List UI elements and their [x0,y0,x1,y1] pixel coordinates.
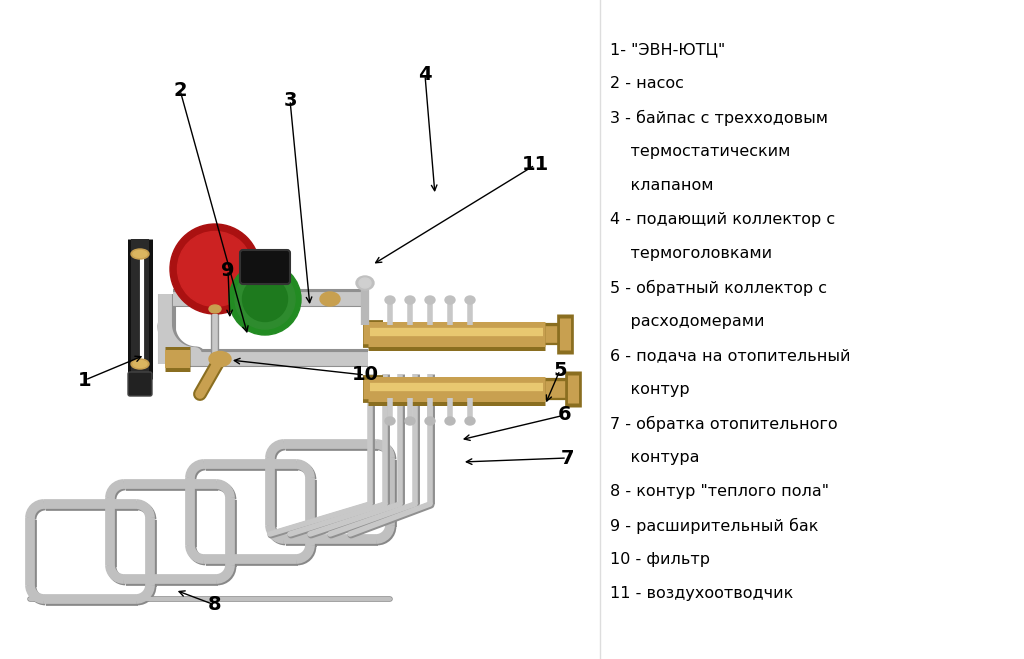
FancyBboxPatch shape [128,372,152,396]
Text: 8: 8 [208,596,222,614]
Ellipse shape [359,278,371,288]
Text: термостатическим: термостатическим [610,144,791,159]
Text: 6: 6 [558,405,571,424]
Ellipse shape [425,296,435,304]
Ellipse shape [406,417,415,425]
Text: клапаном: клапаном [610,178,714,193]
Text: 11 - воздухоотводчик: 11 - воздухоотводчик [610,586,794,601]
Text: 7: 7 [560,449,573,467]
Ellipse shape [465,417,475,425]
Text: контура: контура [610,450,699,465]
Ellipse shape [465,296,475,304]
Text: 2 - насос: 2 - насос [610,76,684,91]
Ellipse shape [243,277,288,322]
Text: 5 - обратный коллектор с: 5 - обратный коллектор с [610,280,827,296]
Ellipse shape [131,249,150,259]
Text: термоголовками: термоголовками [610,246,772,261]
Ellipse shape [445,296,455,304]
Text: 9: 9 [221,260,234,279]
Text: 9 - расширительный бак: 9 - расширительный бак [610,518,818,534]
Ellipse shape [445,417,455,425]
Text: 10: 10 [351,366,379,384]
Text: 1- "ЭВН-ЮТЦ": 1- "ЭВН-ЮТЦ" [610,42,725,57]
Ellipse shape [425,417,435,425]
Text: 4: 4 [418,65,432,84]
Ellipse shape [356,276,374,290]
Text: контур: контур [610,382,689,397]
Ellipse shape [133,360,147,368]
Text: 1: 1 [78,370,92,389]
Text: 4 - подающий коллектор с: 4 - подающий коллектор с [610,212,836,227]
FancyBboxPatch shape [240,250,290,284]
Ellipse shape [319,292,340,306]
Ellipse shape [385,417,395,425]
Text: 11: 11 [521,156,549,175]
Ellipse shape [209,351,231,366]
Text: 6 - подача на отопительный: 6 - подача на отопительный [610,348,851,363]
Ellipse shape [385,296,395,304]
Ellipse shape [131,359,150,369]
Text: 7 - обратка отопительного: 7 - обратка отопительного [610,416,838,432]
Ellipse shape [133,250,147,258]
Text: 3: 3 [284,90,297,109]
Text: 8 - контур "теплого пола": 8 - контур "теплого пола" [610,484,829,499]
Ellipse shape [406,296,415,304]
Text: 2: 2 [173,80,186,100]
Ellipse shape [209,305,221,313]
Ellipse shape [229,263,301,335]
Text: 5: 5 [553,360,567,380]
Text: 10 - фильтр: 10 - фильтр [610,552,710,567]
Ellipse shape [177,231,253,306]
Ellipse shape [234,269,295,329]
Ellipse shape [170,224,260,314]
Text: 3 - байпас с трехходовым: 3 - байпас с трехходовым [610,110,828,126]
Text: расходомерами: расходомерами [610,314,765,329]
